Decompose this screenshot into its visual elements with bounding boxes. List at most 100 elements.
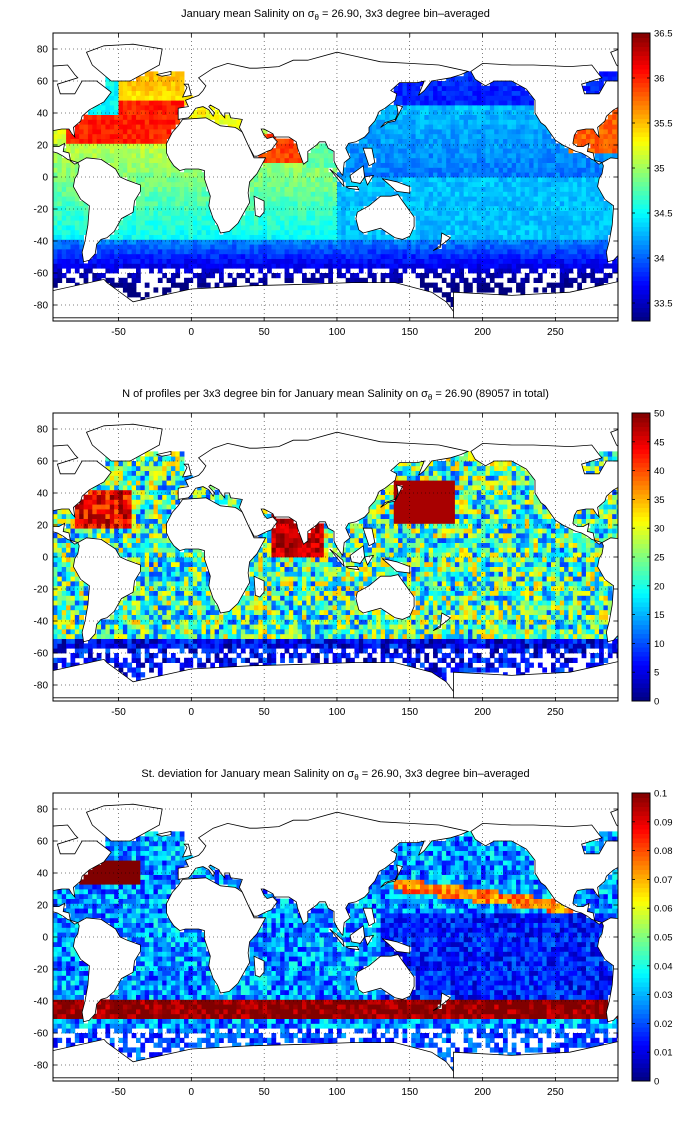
heatmap-cell [345, 201, 351, 207]
heatmap-cell [53, 191, 58, 197]
heatmap-cell [140, 100, 146, 106]
heatmap-cell [127, 249, 133, 255]
heatmap-cell [542, 129, 548, 135]
heatmap-cell [555, 249, 561, 255]
heatmap-cell [524, 186, 530, 192]
heatmap-cell [144, 191, 150, 197]
heatmap-cell [454, 162, 460, 168]
heatmap-cell [415, 273, 421, 279]
heatmap-cell [109, 95, 115, 101]
heatmap-cell [127, 523, 133, 529]
heatmap-cell [205, 196, 211, 202]
heatmap-cell [179, 249, 185, 255]
heatmap-cell [227, 239, 233, 245]
heatmap-cell [61, 547, 67, 553]
heatmap-cell [87, 263, 93, 269]
heatmap-cell [594, 186, 600, 192]
heatmap-cell [585, 210, 591, 216]
heatmap-cell [463, 205, 469, 211]
heatmap-cell [581, 239, 587, 245]
heatmap-cell [271, 249, 277, 255]
heatmap-cell [581, 201, 587, 207]
heatmap-cell [175, 263, 181, 269]
colorbar-segment [632, 231, 650, 236]
heatmap-cell [323, 157, 329, 163]
heatmap-cell [288, 253, 294, 259]
heatmap-cell [446, 105, 451, 111]
heatmap-cell [149, 129, 154, 135]
heatmap-cell [157, 557, 163, 563]
heatmap-cell [122, 234, 128, 240]
heatmap-cell [323, 215, 329, 221]
heatmap-cell [214, 282, 220, 288]
heatmap-cell [315, 186, 320, 192]
heatmap-cell [446, 81, 451, 87]
heatmap-cell [450, 301, 456, 307]
heatmap-cell [577, 138, 582, 144]
heatmap-cell [109, 465, 115, 471]
heatmap-cell [581, 186, 587, 192]
heatmap-cell [114, 489, 119, 495]
heatmap-cell [315, 263, 320, 269]
heatmap-cell [127, 157, 133, 163]
heatmap-cell [459, 153, 465, 159]
heatmap-cell [131, 234, 137, 240]
heatmap-cell [170, 633, 176, 639]
heatmap-cell [136, 485, 141, 491]
heatmap-cell [376, 119, 382, 125]
heatmap-cell [144, 292, 150, 298]
heatmap-cell [74, 504, 80, 510]
heatmap-cell [74, 220, 80, 226]
heatmap-cell [96, 153, 102, 159]
heatmap-cell [472, 172, 478, 178]
heatmap-cell [367, 167, 373, 173]
heatmap-cell [149, 177, 154, 183]
heatmap-cell [127, 485, 133, 491]
heatmap-cell [551, 162, 556, 168]
heatmap-cell [502, 124, 508, 130]
heatmap-cell [57, 566, 63, 572]
heatmap-cell [546, 225, 552, 231]
heatmap-cell [468, 229, 473, 235]
heatmap-cell [140, 114, 146, 120]
heatmap-cell [507, 124, 513, 130]
heatmap-cell [127, 129, 133, 135]
heatmap-cell [433, 167, 438, 173]
heatmap-cell [166, 456, 172, 462]
heatmap-cell [494, 129, 499, 135]
heatmap-cell [179, 287, 185, 293]
heatmap-cell [140, 489, 146, 495]
colorbar-segment [632, 294, 650, 299]
heatmap-cell [406, 100, 412, 106]
heatmap-cell [205, 191, 211, 197]
heatmap-cell [127, 282, 133, 288]
heatmap-cell [398, 153, 403, 159]
heatmap-cell [149, 561, 154, 567]
heatmap-cell [345, 205, 351, 211]
heatmap-cell [288, 249, 294, 255]
heatmap-cell [415, 225, 421, 231]
heatmap-cell [433, 105, 438, 111]
heatmap-cell [122, 215, 128, 221]
heatmap-cell [599, 205, 604, 211]
heatmap-cell [450, 220, 456, 226]
heatmap-cell [275, 244, 281, 250]
heatmap-cell [463, 143, 469, 149]
heatmap-cell [92, 138, 98, 144]
heatmap-cell [131, 287, 137, 293]
heatmap-cell [302, 210, 307, 216]
heatmap-cell [271, 210, 277, 216]
heatmap-cell [511, 273, 517, 279]
heatmap-cell [153, 489, 159, 495]
heatmap-cell [437, 249, 443, 255]
heatmap-cell [393, 124, 399, 130]
heatmap-cell [83, 210, 89, 216]
heatmap-cell [612, 119, 617, 125]
heatmap-cell [153, 614, 159, 620]
heatmap-cell [411, 244, 416, 250]
heatmap-cell [74, 518, 80, 524]
heatmap-cell [385, 143, 390, 149]
heatmap-cell [572, 234, 578, 240]
heatmap-cell [101, 643, 106, 649]
heatmap-cell [201, 282, 207, 288]
